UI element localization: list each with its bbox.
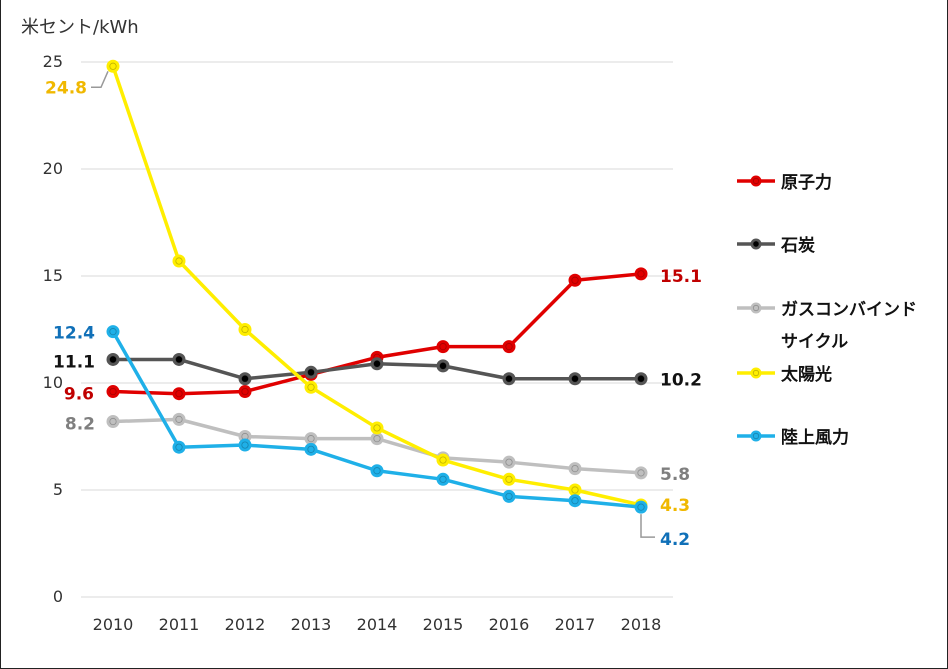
legend-label: 太陽光: [781, 364, 832, 385]
series-1: [106, 352, 648, 386]
x-tick-label: 2017: [555, 615, 596, 634]
data-point-core: [571, 375, 579, 383]
data-point-core: [175, 443, 183, 451]
legend-swatch-core: [752, 177, 760, 185]
series-4: [106, 325, 648, 514]
x-tick-label: 2012: [225, 615, 266, 634]
legend-item: 原子力: [737, 172, 832, 193]
data-point-core: [109, 387, 117, 396]
y-tick-label: 5: [53, 480, 63, 499]
data-point-core: [439, 362, 447, 370]
data-point-core: [439, 343, 447, 351]
data-labels: 9.6 15.1 11.1 10.2 8.2 5.8 24.8 4.3 12.4 4.2: [45, 70, 702, 550]
x-tick-label: 2018: [621, 615, 662, 634]
x-tick-label: 2010: [93, 615, 134, 634]
data-point-core: [307, 435, 315, 443]
data-point-core: [439, 456, 447, 464]
x-tick-label: 2013: [291, 615, 332, 634]
data-point-core: [373, 467, 381, 475]
legend-swatch-core: [752, 240, 760, 248]
data-point-core: [571, 486, 579, 494]
data-point-core: [175, 415, 183, 423]
end-value-label: 4.2: [660, 530, 690, 550]
series-layer: [106, 59, 648, 514]
x-tick-label: 2014: [357, 615, 398, 634]
data-point-core: [241, 325, 249, 334]
data-point-core: [571, 276, 579, 284]
legend-item: 太陽光: [737, 364, 832, 385]
data-point-core: [373, 360, 381, 368]
data-point-core: [175, 257, 183, 265]
start-value-label: 9.6: [64, 385, 94, 405]
data-point-core: [637, 469, 645, 477]
y-tick-label: 10: [43, 373, 63, 392]
data-point-core: [109, 62, 117, 70]
data-point-core: [637, 270, 645, 278]
legend-label: サイクル: [781, 332, 848, 352]
end-value-label: 10.2: [660, 371, 702, 391]
legend-label: 原子力: [781, 172, 832, 193]
legend-label: 石炭: [780, 235, 815, 256]
start-value-label: 12.4: [53, 324, 95, 344]
data-point-core: [175, 355, 183, 364]
y-tick-label: 0: [53, 587, 63, 606]
start-value-label: 24.8: [45, 78, 87, 98]
x-tick-label: 2016: [489, 615, 530, 634]
data-point-core: [505, 475, 513, 483]
data-point-core: [571, 464, 579, 473]
data-point-core: [307, 445, 315, 453]
leader-line: [91, 70, 109, 89]
start-value-label: 8.2: [65, 415, 95, 435]
data-point-core: [373, 424, 381, 432]
x-tick-label: 2011: [159, 615, 200, 634]
data-point-core: [109, 355, 117, 364]
series-3: [106, 59, 648, 512]
data-point-core: [307, 368, 315, 376]
series-line: [112, 272, 642, 396]
x-axis: 2010 2011 2012 2013 2014 2015 2016 2017 2018: [93, 615, 662, 634]
y-tick-label: 25: [43, 52, 63, 71]
data-point-core: [637, 503, 645, 511]
end-value-label: 4.3: [660, 496, 690, 516]
end-value-label: 15.1: [660, 267, 702, 287]
legend-item: 陸上風力: [737, 427, 849, 448]
data-point-core: [373, 435, 381, 443]
data-point-core: [439, 475, 447, 483]
legend-label: ガスコンバインド: [781, 300, 917, 320]
end-value-label: 5.8: [660, 465, 690, 485]
data-point-core: [505, 492, 513, 501]
y-tick-label: 20: [43, 159, 63, 178]
data-point-core: [505, 343, 513, 351]
x-tick-label: 2015: [423, 615, 464, 634]
data-point-core: [241, 387, 249, 396]
data-point-core: [109, 328, 117, 336]
data-point-core: [241, 375, 249, 383]
data-point-core: [505, 375, 513, 383]
legend-swatch-core: [752, 432, 760, 440]
legend-swatch-core: [752, 369, 760, 377]
data-point-core: [109, 417, 117, 426]
y-tick-label: 15: [43, 266, 63, 285]
data-point-core: [307, 383, 315, 391]
legend-label: 陸上風力: [781, 427, 849, 448]
data-point-core: [241, 441, 249, 449]
data-point-core: [505, 458, 513, 466]
legend-item: 石炭: [737, 235, 815, 256]
unit-label: 米セント/kWh: [21, 17, 139, 38]
leader-line: [640, 514, 655, 538]
start-value-label: 11.1: [53, 352, 95, 372]
data-point-core: [637, 375, 645, 383]
legend-swatch-core: [752, 304, 760, 312]
data-point-core: [175, 390, 183, 398]
data-point-core: [571, 497, 579, 505]
